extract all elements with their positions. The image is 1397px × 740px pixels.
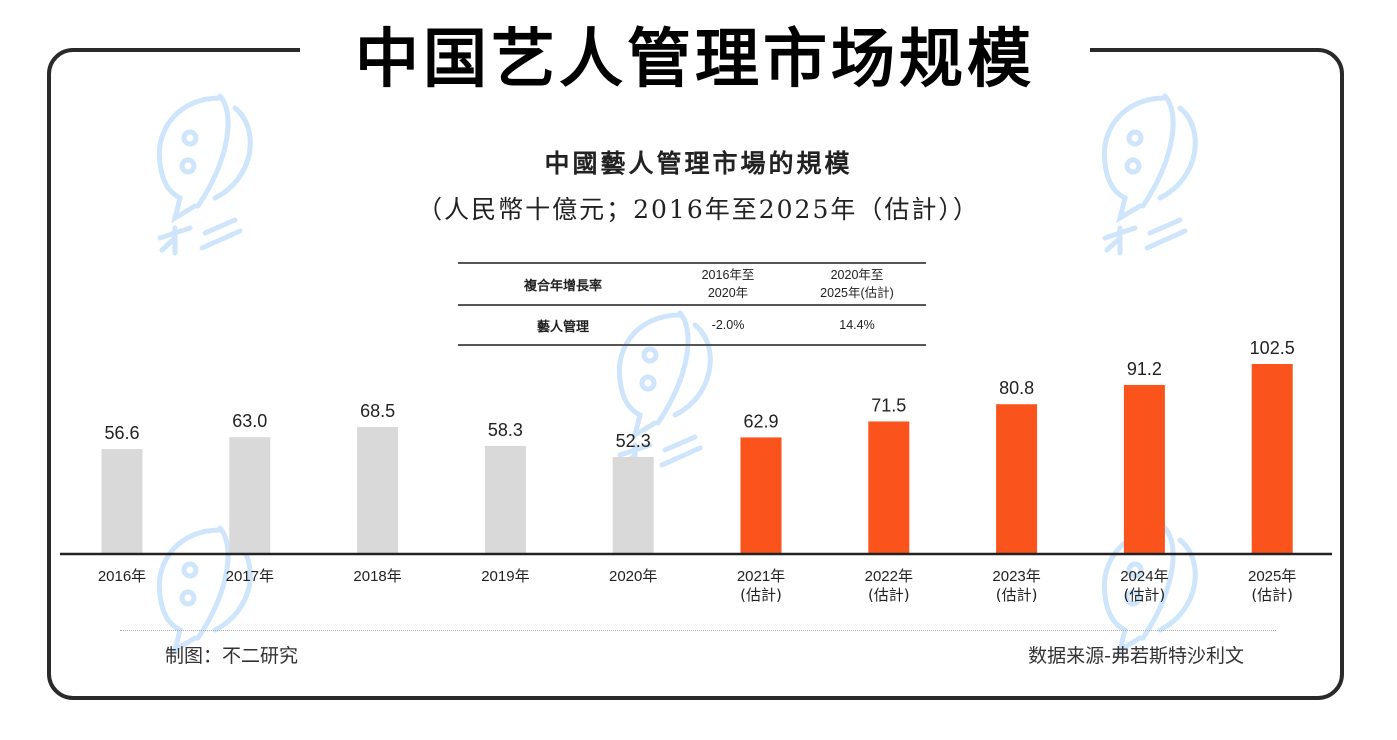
header-cell-line: 2020年至 — [830, 268, 884, 282]
header-cell-line: 2025年(估計) — [820, 286, 894, 300]
cagr-table: 複合年增長率 2016年至 2020年 2020年至 2025年(估計) 藝人管… — [458, 262, 926, 346]
x-tick-label: 2019年 — [481, 568, 529, 585]
x-tick-label: 2022年 — [865, 568, 913, 585]
bar — [357, 427, 399, 554]
data-label: 58.3 — [488, 420, 523, 440]
data-label: 52.3 — [616, 431, 651, 451]
data-label: 71.5 — [871, 395, 906, 415]
header-cell-period-2: 2020年至 2025年(估計) — [788, 266, 926, 302]
bar — [996, 404, 1038, 554]
bar — [484, 445, 526, 554]
header-cell-period-1: 2016年至 2020年 — [668, 266, 788, 302]
bar — [229, 437, 271, 554]
row-value-period-2: 14.4% — [839, 318, 875, 332]
watermark-logo-icon — [616, 310, 713, 473]
bar — [1251, 364, 1293, 554]
x-tick-label: 2020年 — [609, 568, 657, 585]
table-rule — [458, 304, 926, 306]
x-tick-note: (估計) — [868, 586, 910, 604]
chart-title: 中國藝人管理市場的規模 — [544, 149, 853, 178]
x-tick-note: (估計) — [1251, 586, 1293, 604]
header-cell-cagr: 複合年增長率 — [523, 278, 602, 294]
data-source: 数据来源-弗若斯特沙利文 — [1028, 645, 1244, 667]
x-tick-label: 2021年 — [737, 568, 785, 585]
data-label: 63.0 — [232, 411, 267, 431]
bar — [1123, 384, 1165, 554]
header-cell-line: 2016年至 — [701, 268, 755, 282]
bar — [101, 449, 143, 554]
bar — [868, 421, 910, 554]
watermark-logo-icon — [156, 93, 253, 256]
data-label: 68.5 — [360, 401, 395, 421]
page-title: 中国艺人管理市场规模 — [355, 23, 1035, 97]
table-rule — [458, 262, 926, 264]
table-rule — [458, 344, 926, 346]
header-cell-line: 2020年 — [707, 286, 749, 300]
chart-credit: 制图：不二研究 — [165, 645, 299, 667]
x-tick-label: 2018年 — [353, 568, 401, 585]
watermark-logo-icon — [1101, 93, 1198, 256]
data-label: 80.8 — [999, 378, 1034, 398]
footer-divider — [120, 630, 1276, 631]
table-row: 藝人管理 -2.0% 14.4% — [458, 306, 926, 344]
x-tick-label: 2024年 — [1120, 568, 1168, 585]
x-tick-note: (估計) — [996, 586, 1038, 604]
x-tick-label: 2023年 — [992, 568, 1040, 585]
chart-subtitle: （人民幣十億元；2016年至2025年（估計）） — [417, 195, 980, 224]
row-label: 藝人管理 — [536, 319, 589, 335]
data-label: 102.5 — [1250, 338, 1295, 358]
bar — [740, 437, 782, 554]
x-tick-label: 2016年 — [98, 568, 146, 585]
data-label: 62.9 — [743, 411, 778, 431]
row-value-period-1: -2.0% — [711, 318, 745, 332]
title-mask — [300, 18, 1090, 88]
x-tick-note: (估計) — [1124, 586, 1166, 604]
x-tick-note: (估計) — [740, 586, 782, 604]
bar — [612, 457, 654, 554]
table-header-row: 複合年增長率 2016年至 2020年 2020年至 2025年(估計) — [458, 264, 926, 304]
data-label: 91.2 — [1127, 359, 1162, 379]
x-tick-label: 2025年 — [1248, 568, 1296, 585]
data-label: 56.6 — [104, 423, 139, 443]
x-tick-label: 2017年 — [226, 568, 274, 585]
